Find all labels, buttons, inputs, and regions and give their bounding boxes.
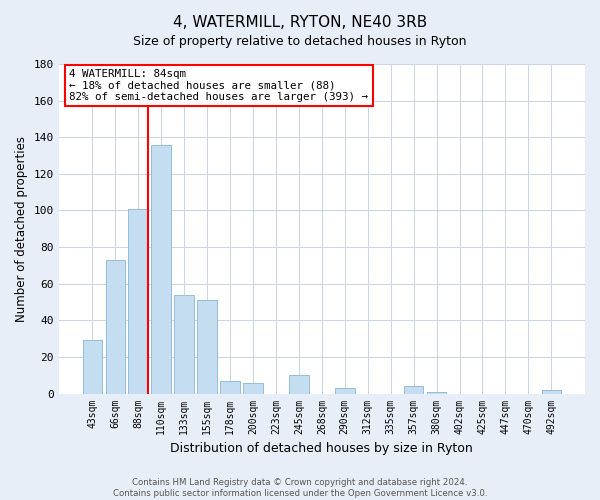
Bar [128,208,148,394]
Bar [106,260,125,394]
Y-axis label: Number of detached properties: Number of detached properties [15,136,28,322]
Bar [335,388,355,394]
Bar [542,390,561,394]
Text: Contains HM Land Registry data © Crown copyright and database right 2024.
Contai: Contains HM Land Registry data © Crown c… [113,478,487,498]
Text: Size of property relative to detached houses in Ryton: Size of property relative to detached ho… [133,35,467,48]
Bar [404,386,424,394]
Bar [243,382,263,394]
Bar [83,340,102,394]
Bar [151,144,171,394]
Bar [289,375,308,394]
X-axis label: Distribution of detached houses by size in Ryton: Distribution of detached houses by size … [170,442,473,455]
Bar [197,300,217,394]
Bar [427,392,446,394]
Bar [175,294,194,394]
Bar [220,380,240,394]
Text: 4 WATERMILL: 84sqm
← 18% of detached houses are smaller (88)
82% of semi-detache: 4 WATERMILL: 84sqm ← 18% of detached hou… [69,69,368,102]
Text: 4, WATERMILL, RYTON, NE40 3RB: 4, WATERMILL, RYTON, NE40 3RB [173,15,427,30]
